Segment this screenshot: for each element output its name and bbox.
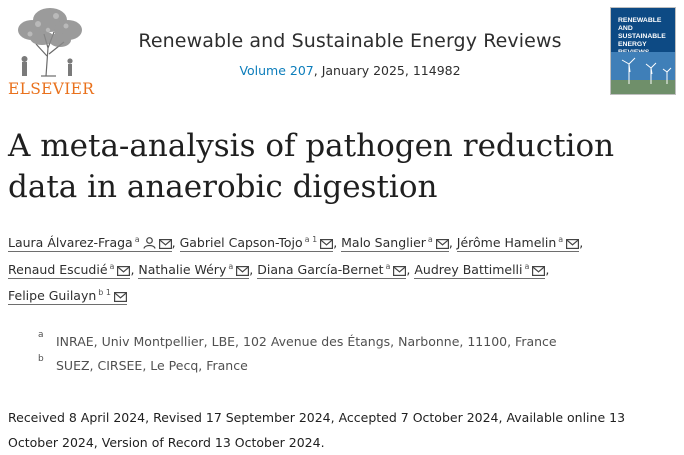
email-icon (393, 266, 407, 276)
email-icon (566, 239, 580, 249)
elsevier-logo[interactable]: ELSEVIER (8, 4, 95, 98)
author-escudie[interactable]: Renaud Escudié a (8, 262, 131, 279)
affiliation-label: b (38, 354, 44, 364)
affiliation-text: SUEZ, CIRSEE, Le Pecq, France (56, 358, 248, 373)
author-line-2: Renaud Escudié a, Nathalie Wéry a, Diana G… (8, 262, 550, 279)
author-capson-tojo[interactable]: Gabriel Capson-Tojo a 1 (179, 235, 334, 252)
journal-issue-info: Volume 207, January 2025, 114982 (124, 63, 576, 78)
affiliation-text: INRAE, Univ Montpellier, LBE, 102 Avenue… (56, 334, 557, 349)
email-icon (320, 239, 334, 249)
journal-cover-image[interactable]: RENEWABLE AND SUSTAINABLE ENERGY REVIEWS (610, 7, 676, 95)
person-icon (143, 237, 156, 249)
author-garcia-bernet[interactable]: Diana García-Bernet a (257, 262, 407, 279)
issue-details: , January 2025, 114982 (313, 63, 461, 78)
author-line-1: Laura Álvarez-Fraga a, Gabriel Capson-Toj… (8, 235, 584, 252)
cover-title: RENEWABLE AND SUSTAINABLE ENERGY REVIEWS (618, 17, 666, 56)
email-icon (236, 266, 250, 276)
author-guilayn[interactable]: Felipe Guilayn b 1 (8, 288, 127, 305)
email-icon (158, 239, 172, 249)
volume-link[interactable]: Volume 207 (239, 63, 314, 78)
elsevier-tree-icon (18, 8, 82, 77)
wind-turbine-icon (611, 52, 675, 94)
email-icon (117, 266, 131, 276)
journal-title-link[interactable]: Renewable and Sustainable Energy Reviews (138, 30, 562, 52)
author-sanglier[interactable]: Malo Sanglier a (341, 235, 449, 252)
author-battimelli[interactable]: Audrey Battimelli a (414, 262, 546, 279)
author-line-3: Felipe Guilayn b 1 (8, 288, 127, 305)
author-hamelin[interactable]: Jérôme Hamelin a (456, 235, 580, 252)
elsevier-wordmark: ELSEVIER (8, 80, 95, 98)
article-header: ELSEVIER Renewable and Sustainable Energ… (0, 0, 684, 104)
article-history: Received 8 April 2024, Revised 17 Septem… (8, 410, 626, 450)
author-alvarez-fraga[interactable]: Laura Álvarez-Fraga a (8, 235, 172, 252)
affiliation-label: a (38, 330, 44, 340)
email-icon (532, 266, 546, 276)
email-icon (114, 292, 127, 302)
email-icon (435, 239, 449, 249)
author-wery[interactable]: Nathalie Wéry a (138, 262, 250, 279)
article-title: A meta-analysis of pathogen reduction da… (8, 128, 615, 205)
